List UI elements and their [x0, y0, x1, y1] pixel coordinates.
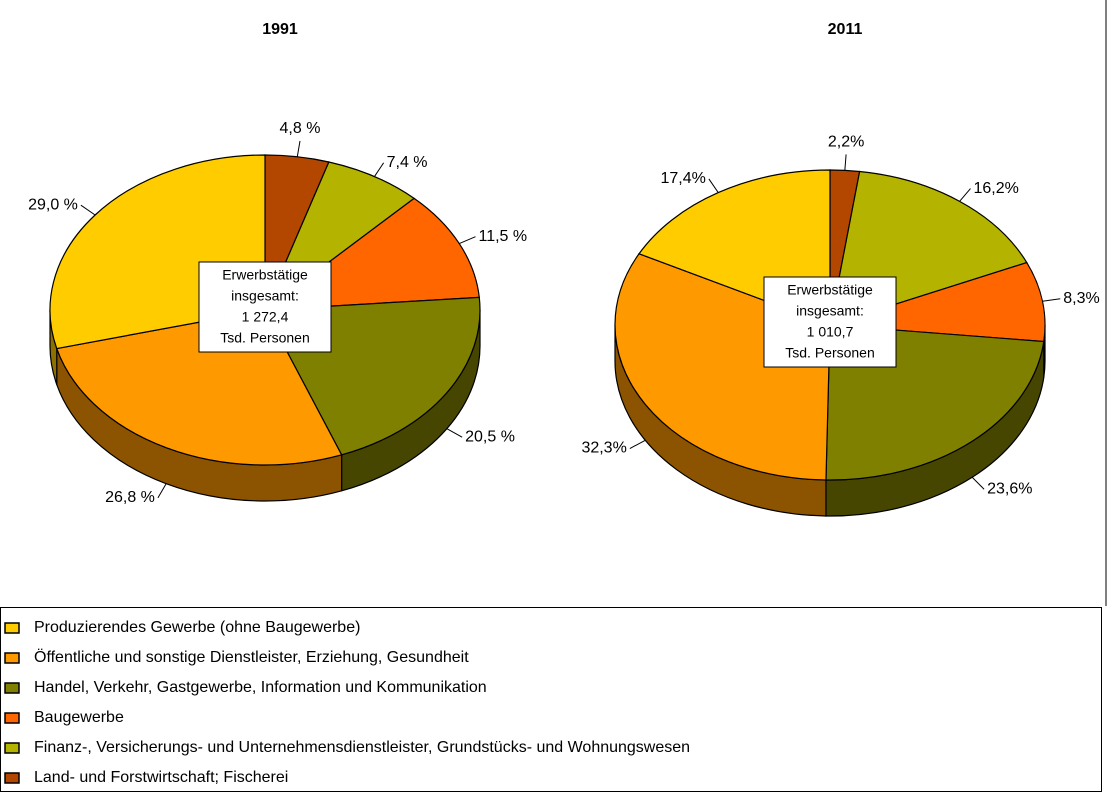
- leader-line: [629, 439, 646, 449]
- annotation-text: Tsd. Personen: [785, 345, 875, 361]
- pie-group: 2,2% 16,2% 8,3% 23,6% 32,3% 17,4% Erwerbstätig…: [581, 134, 1100, 517]
- data-label: 2,2%: [828, 134, 864, 151]
- legend-swatch: [4, 742, 20, 754]
- leader-line: [1042, 298, 1061, 302]
- annotation-text: insgesamt:: [796, 303, 864, 319]
- annotation-text: Erwerbstätige: [222, 267, 308, 283]
- leader-line: [157, 483, 167, 499]
- data-label: 16,2%: [973, 180, 1018, 197]
- annotation-text: 1 010,7: [807, 324, 854, 340]
- legend-swatch: [4, 682, 20, 694]
- data-label: 4,8 %: [280, 120, 321, 137]
- legend-label: Handel, Verkehr, Gastgewerbe, Informatio…: [34, 679, 487, 696]
- data-label: 26,8 %: [105, 489, 155, 506]
- legend-swatch: [4, 652, 20, 664]
- data-label: 8,3%: [1063, 290, 1099, 307]
- data-label: 23,6%: [987, 480, 1032, 497]
- data-label: 11,5 %: [479, 228, 528, 245]
- leader-line: [446, 428, 463, 438]
- data-label: 17,4%: [661, 170, 706, 187]
- chart-title: 1991: [262, 21, 298, 38]
- annotation-box: [198, 261, 332, 353]
- legend-swatch: [4, 712, 20, 724]
- annotation-text: Tsd. Personen: [220, 330, 310, 346]
- annotation-text: 1 272,4: [242, 309, 289, 325]
- leader-line: [959, 188, 971, 202]
- legend-label: Land- und Forstwirtschaft; Fischerei: [34, 769, 288, 786]
- annotation-text: Erwerbstätige: [787, 282, 873, 298]
- leader-line: [971, 476, 985, 490]
- legend-swatch: [4, 772, 20, 784]
- leader-line: [844, 154, 847, 171]
- annotation-box: [763, 276, 897, 368]
- leader-line: [459, 236, 476, 245]
- data-label: 29,0 %: [28, 196, 78, 213]
- pie-group: 4,8 % 7,4 % 11,5 % 20,5 % 26,8 % 29,0 % Erwerb…: [28, 120, 527, 506]
- data-label: 7,4 %: [387, 154, 428, 171]
- data-label: 20,5 %: [465, 428, 515, 445]
- legend-swatch: [4, 622, 20, 634]
- annotation-text: insgesamt:: [231, 288, 299, 304]
- legend-label: Produzierendes Gewerbe (ohne Baugewerbe): [34, 619, 360, 636]
- leader-line: [296, 140, 301, 157]
- chart-title: 2011: [828, 21, 863, 38]
- leader-line: [80, 204, 96, 216]
- legend-label: Baugewerbe: [34, 709, 124, 726]
- leader-line: [708, 178, 719, 193]
- legend-label: Finanz-, Versicherungs- und Unternehmens…: [34, 739, 690, 756]
- leader-line: [374, 162, 385, 177]
- data-label: 32,3%: [581, 440, 626, 457]
- legend-label: Öffentliche und sonstige Dienstleister, …: [34, 648, 469, 666]
